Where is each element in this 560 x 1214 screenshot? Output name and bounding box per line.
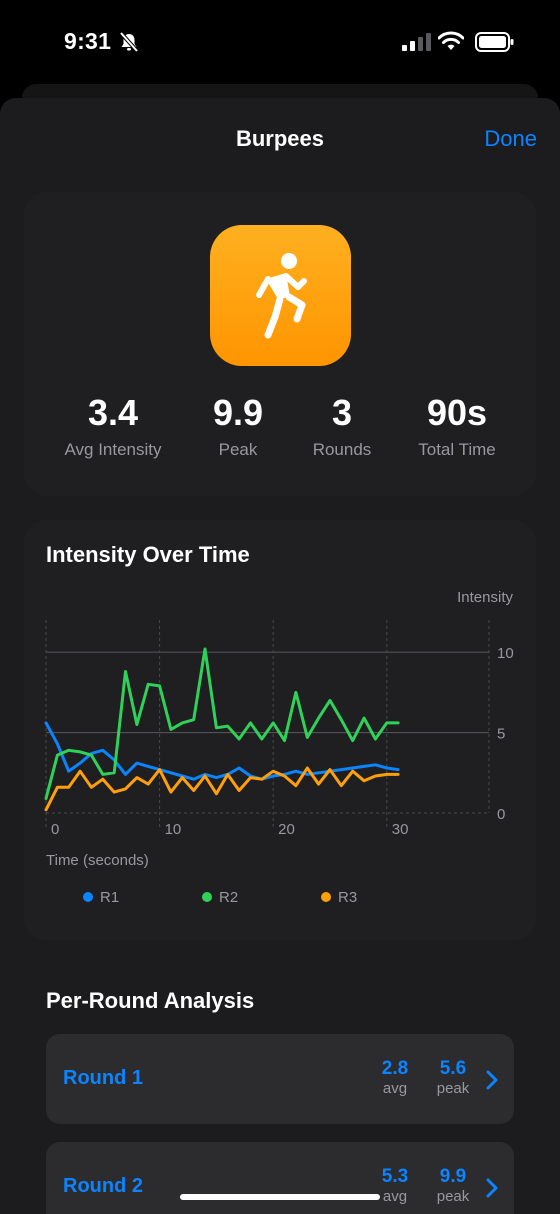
figure-run-icon <box>210 225 351 366</box>
stat-label: Total Time <box>418 440 496 459</box>
y-axis-label: Intensity <box>457 589 513 606</box>
round-row-2[interactable]: Round 2 5.3 avg 9.9 peak <box>46 1142 514 1214</box>
round-name: Round 2 <box>63 1175 143 1197</box>
y-tick-label: 0 <box>497 806 505 823</box>
series-line-r2 <box>44 647 400 800</box>
round-peak: 9.9 peak <box>428 1166 478 1206</box>
status-bar: 9:31 <box>0 0 560 84</box>
legend-label-r2: R2 <box>219 889 238 906</box>
intensity-line-chart: 0 5 10 0 10 20 30 Intensity Time (seconds) R1 R2 R3 <box>44 589 514 906</box>
x-tick-label: 20 <box>278 821 295 838</box>
legend-label-r3: R3 <box>338 889 357 906</box>
round-peak-label: peak <box>436 1080 470 1097</box>
stat-label: Peak <box>218 440 258 459</box>
round-avg-label: avg <box>382 1080 408 1097</box>
round-peak-value: 9.9 <box>439 1166 467 1187</box>
round-peak-label: peak <box>436 1188 470 1205</box>
stat-value: 9.9 <box>212 392 264 433</box>
stat-value: 3 <box>331 392 353 433</box>
stat-rounds: 3 Rounds <box>297 392 387 460</box>
series-line-r1 <box>44 721 400 781</box>
stat-value: 90s <box>426 392 488 433</box>
round-row-1[interactable]: Round 1 2.8 avg 5.6 peak <box>46 1034 514 1124</box>
legend-marker-r2 <box>202 892 212 902</box>
stat-avg-intensity: 3.4 Avg Intensity <box>53 392 173 460</box>
legend-marker-r1 <box>83 892 93 902</box>
round-avg-value: 2.8 <box>381 1058 409 1079</box>
chevron-right-icon <box>486 1070 498 1090</box>
stat-value: 3.4 <box>87 392 139 433</box>
legend-label-r1: R1 <box>100 889 119 906</box>
round-avg-label: avg <box>382 1188 408 1205</box>
section-title-per-round: Per-Round Analysis <box>46 988 255 1013</box>
cellular-signal-icon <box>402 33 431 51</box>
stat-total-time: 90s Total Time <box>402 392 512 460</box>
series-line-r3 <box>44 766 400 812</box>
bell-slash-icon <box>119 31 139 53</box>
status-time: 9:31 <box>64 28 112 54</box>
battery-icon <box>475 32 514 52</box>
chart-title: Intensity Over Time <box>46 542 250 567</box>
done-button[interactable]: Done <box>484 126 537 151</box>
x-tick-label: 10 <box>165 821 182 838</box>
round-peak: 5.6 peak <box>428 1058 478 1098</box>
round-avg: 5.3 avg <box>370 1166 420 1206</box>
home-indicator[interactable] <box>180 1194 380 1200</box>
y-tick-label: 10 <box>497 645 514 662</box>
stat-peak: 9.9 Peak <box>188 392 288 460</box>
x-axis-label: Time (seconds) <box>46 852 149 869</box>
x-tick-label: 0 <box>51 821 59 838</box>
round-name: Round 1 <box>63 1067 143 1089</box>
legend-marker-r3 <box>321 892 331 902</box>
chart-card <box>24 520 536 940</box>
chevron-right-icon <box>486 1178 498 1198</box>
round-avg-value: 5.3 <box>381 1166 409 1187</box>
nav-title: Burpees <box>235 126 325 151</box>
round-peak-value: 5.6 <box>439 1058 467 1079</box>
wifi-icon <box>438 31 464 50</box>
stat-label: Rounds <box>312 440 372 459</box>
stat-label: Avg Intensity <box>64 440 162 459</box>
round-avg: 2.8 avg <box>370 1058 420 1098</box>
y-tick-label: 5 <box>497 726 505 743</box>
x-tick-label: 30 <box>392 821 409 838</box>
